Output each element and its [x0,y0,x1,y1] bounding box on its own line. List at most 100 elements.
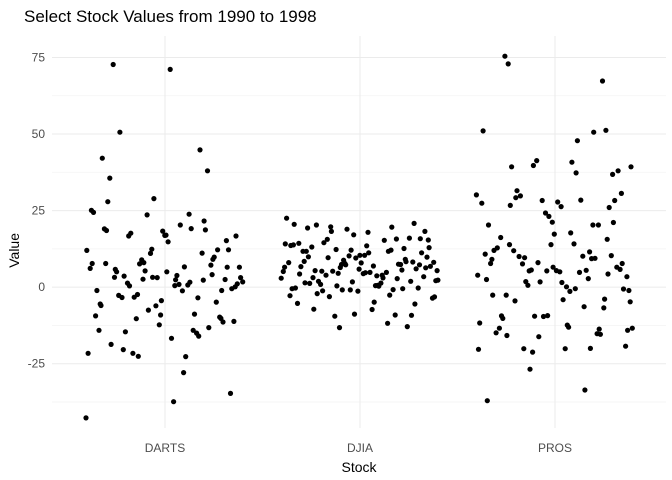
data-point [553,268,560,274]
data-point [404,324,410,330]
data-point [389,224,395,230]
data-point [385,248,391,254]
data-point [353,255,359,261]
data-point [220,319,226,325]
data-point [528,267,534,273]
data-point [319,268,325,274]
data-point [381,237,387,243]
data-point [564,322,570,328]
data-point [307,280,313,286]
data-point [213,299,219,305]
data-point [419,250,425,256]
data-point [128,230,134,236]
data-point [137,261,143,267]
data-point [612,197,618,204]
data-point [318,281,324,287]
data-point [120,347,126,353]
data-point [326,294,332,300]
data-point [581,304,587,310]
data-point [165,239,171,245]
data-point [513,195,519,201]
data-point [179,288,185,294]
data-point [278,275,284,281]
data-point [610,219,617,226]
data-point [183,354,189,360]
data-point [568,230,574,236]
data-point [602,296,608,302]
data-point [144,212,150,218]
data-point [328,228,334,234]
data-point [335,270,341,276]
data-point [412,301,418,307]
data-point [305,225,311,231]
data-point [219,287,225,294]
data-point [282,241,288,247]
data-point [89,260,95,267]
data-point [426,245,432,251]
data-point [390,287,396,293]
data-point [347,287,353,293]
data-point [604,236,610,242]
data-point [573,170,579,176]
data-point [424,254,430,260]
data-point [506,242,513,248]
data-point [287,293,293,299]
data-point [105,199,111,205]
data-point [238,275,244,281]
data-point [535,260,541,266]
data-point [571,241,577,247]
data-point [403,259,409,265]
data-point [330,268,336,274]
data-point [583,267,589,273]
data-point [328,224,334,230]
data-point [408,278,414,284]
data-point [195,295,201,301]
data-point [196,333,202,339]
data-point [555,199,561,205]
data-point [344,226,350,232]
data-point [333,246,339,253]
data-point [498,234,504,241]
x-tick-label: DJIA [347,441,373,455]
data-point [425,237,431,243]
data-point [191,311,198,317]
data-point [296,240,302,246]
data-point [408,312,415,318]
data-point [562,346,568,352]
data-point [380,275,386,281]
y-tick-label: 0 [38,280,45,294]
data-point [525,282,531,288]
data-point [587,345,594,351]
data-point [334,283,340,289]
data-point [135,353,141,359]
y-tick-label: 50 [32,127,46,141]
data-point [364,243,370,249]
data-point [140,276,146,282]
data-point [399,267,405,273]
data-point [383,269,389,275]
data-point [173,277,179,283]
data-point [585,276,591,282]
data-point [167,66,173,72]
data-point [493,330,499,336]
data-point [482,251,488,257]
chart-title: Select Stock Values from 1990 to 1998 [24,7,317,26]
y-axis-title: Value [6,233,22,268]
data-point [587,249,593,255]
data-point [150,274,156,280]
data-point [550,264,556,270]
data-point [618,190,625,196]
data-point [84,247,90,253]
data-point [580,253,586,259]
data-point [594,331,600,337]
data-point [96,327,102,333]
data-point [536,334,542,340]
data-point [85,350,91,356]
data-point [332,313,338,319]
y-tick-label: -25 [28,357,46,371]
data-point [93,313,99,319]
data-point [537,279,543,285]
data-point [337,264,343,271]
data-point [387,292,393,298]
data-point [197,147,203,153]
